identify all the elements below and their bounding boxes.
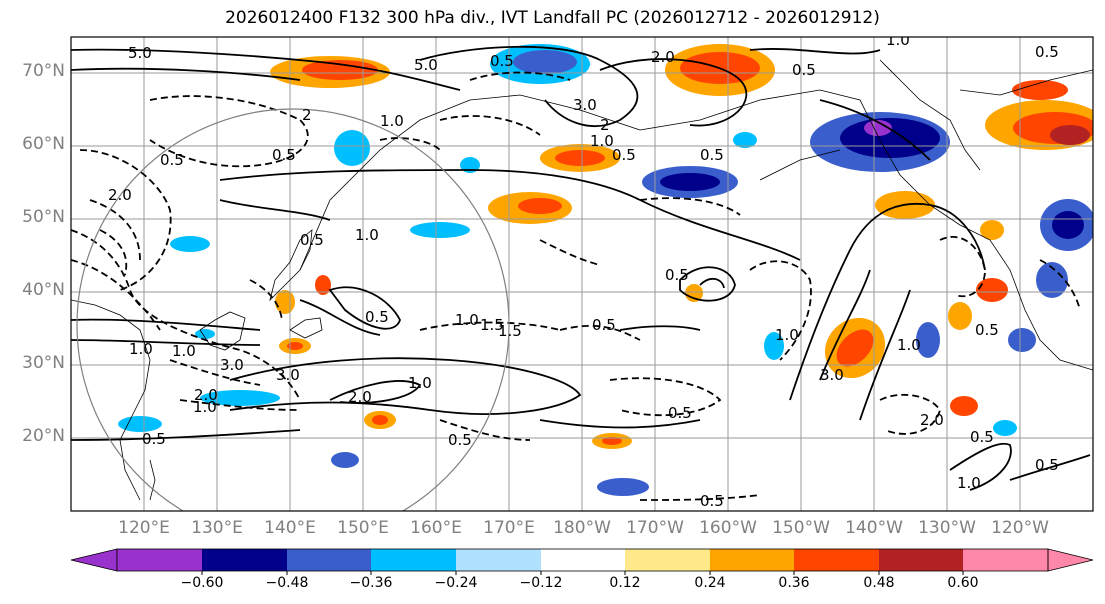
colorbar-segment	[794, 549, 879, 571]
colorbar-segment	[456, 549, 541, 571]
contour-label: 3.0	[820, 366, 844, 384]
lon-label: 130°W	[918, 518, 976, 538]
contour-label: 2	[302, 106, 312, 124]
contour-label: 0.5	[272, 146, 296, 164]
colorbar-segment	[202, 549, 287, 571]
contour-label: 2.0	[194, 386, 218, 404]
colorbar-tick-label: −0.60	[180, 575, 224, 591]
contour-label: 0.5	[365, 308, 389, 326]
contour-label: 0.5	[700, 492, 724, 510]
contour-label: 0.5	[448, 431, 472, 449]
contour-label: 0.5	[975, 321, 999, 339]
colorbar-tick-label: −0.36	[349, 575, 393, 591]
colorbar-segment	[710, 549, 794, 571]
colorbar-segment	[287, 549, 371, 571]
contour-label: 1.0	[590, 132, 614, 150]
contour-label: 2.0	[348, 388, 372, 406]
map-frame	[70, 36, 1094, 512]
colorbar-tick-label: 0.60	[947, 575, 979, 591]
contour-label: 0.5	[970, 428, 994, 446]
contour-label: 5.0	[414, 56, 438, 74]
lon-label: 150°W	[772, 518, 830, 538]
colorbar-segment	[625, 549, 710, 571]
contour-label: 1.0	[775, 326, 799, 344]
contour-labels: 5.0 5.0 0.5 2 1.0 3.0 2 2.0 0.5 1.0 0.5 …	[108, 31, 1059, 510]
contour-label: 2.0	[651, 48, 675, 66]
contour-label: 0.5	[1035, 456, 1059, 474]
colorbar-segment	[541, 549, 625, 571]
lat-label: 50°N	[22, 207, 65, 227]
reference-circle	[76, 108, 510, 511]
lat-label: 20°N	[22, 426, 65, 446]
contour-label: 1.0	[455, 311, 479, 329]
contour-label: 1.0	[193, 398, 217, 416]
colorbar-tick-label: 0.48	[863, 575, 895, 591]
lon-label: 120°W	[991, 518, 1049, 538]
contour-label: 1.0	[408, 374, 432, 392]
contour-label: 1.0	[355, 226, 379, 244]
positive-contours	[71, 45, 1091, 491]
contour-label: 1.0	[129, 340, 153, 358]
lon-label: 180°W	[553, 518, 611, 538]
lat-label: 70°N	[22, 61, 65, 81]
contour-label: 2.0	[108, 186, 132, 204]
lon-label: 170°W	[626, 518, 684, 538]
contour-label: 1.0	[957, 474, 981, 492]
colorbar-tick-label: −0.24	[434, 575, 478, 591]
contour-label: 2.0	[920, 411, 944, 429]
contour-label: 1.0	[886, 31, 910, 49]
colorbar	[70, 548, 1094, 575]
colorbar-segment	[963, 549, 1048, 571]
contour-label: 0.5	[300, 231, 324, 249]
lon-label: 160°E	[410, 518, 462, 538]
contour-label: 0.5	[592, 316, 616, 334]
colorbar-tick-label: 0.36	[778, 575, 810, 591]
negative-contours	[71, 71, 1081, 501]
contour-label: 1.0	[897, 336, 921, 354]
contour-label: 0.5	[1035, 43, 1059, 61]
contour-label: 0.5	[142, 430, 166, 448]
contour-label: 3.0	[573, 96, 597, 114]
lon-label: 140°E	[264, 518, 316, 538]
colorbar-segment	[117, 549, 202, 571]
colorbar-tick-label: 0.12	[609, 575, 641, 591]
contour-label: 1.5	[480, 316, 504, 334]
lon-label: 160°W	[699, 518, 757, 538]
ivt-shading	[118, 44, 1093, 496]
contour-label: 1.0	[380, 112, 404, 130]
lat-label: 30°N	[22, 353, 65, 373]
contour-label: 3.0	[220, 356, 244, 374]
lat-label: 60°N	[22, 134, 65, 154]
contour-label: 2	[600, 116, 610, 134]
lon-label: 170°E	[483, 518, 535, 538]
contour-label: 0.5	[612, 146, 636, 164]
colorbar-segment	[371, 549, 456, 571]
lon-label: 150°E	[337, 518, 389, 538]
contour-label: 3.0	[276, 366, 300, 384]
contour-label: 0.5	[668, 404, 692, 422]
colorbar-tick-label: 0.24	[694, 575, 726, 591]
contour-label: 0.5	[160, 151, 184, 169]
colorbar-tick-label: −0.12	[519, 575, 563, 591]
contour-label: 0.5	[700, 146, 724, 164]
colorbar-extend-high	[1047, 548, 1094, 572]
graticule	[71, 37, 1093, 511]
contour-label: 1.5	[498, 322, 522, 340]
lon-label: 120°E	[118, 518, 170, 538]
contour-label: 5.0	[128, 44, 152, 62]
colorbar-extend-low	[70, 548, 118, 572]
lon-label: 130°E	[191, 518, 243, 538]
colorbar-segment	[879, 549, 963, 571]
contour-label: 1.0	[172, 342, 196, 360]
contour-label: 0.5	[665, 266, 689, 284]
colorbar-tick-label: −0.48	[265, 575, 309, 591]
lat-label: 40°N	[22, 280, 65, 300]
lon-label: 140°W	[845, 518, 903, 538]
contour-label: 0.5	[490, 52, 514, 70]
map-title: 2026012400 F132 300 hPa div., IVT Landfa…	[225, 8, 880, 28]
contour-label: 0.5	[792, 61, 816, 79]
